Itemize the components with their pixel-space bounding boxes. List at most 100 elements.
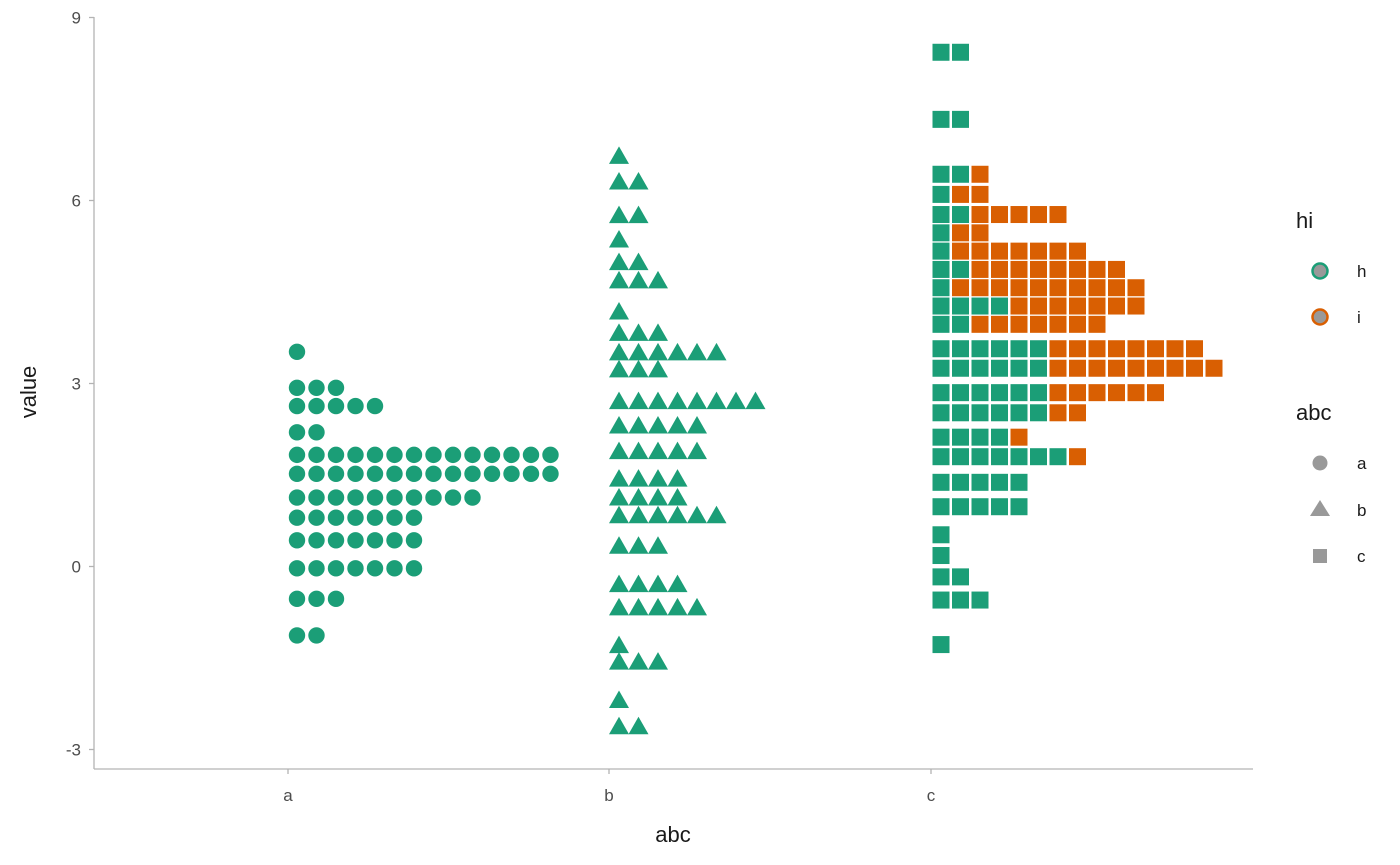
- dot-i: [1069, 340, 1086, 358]
- dot-h: [952, 359, 969, 377]
- dot-h: [971, 473, 989, 491]
- dot-h: [991, 428, 1008, 446]
- dot-i: [1108, 340, 1125, 358]
- dot-h: [628, 597, 649, 616]
- dot-h: [628, 323, 649, 341]
- dot-h: [405, 489, 423, 506]
- x-tick-label: b: [604, 786, 613, 805]
- dot-h: [425, 489, 442, 506]
- dot-i: [1205, 359, 1223, 377]
- dot-h: [991, 359, 1008, 377]
- dot-h: [327, 590, 345, 608]
- dot-h: [366, 397, 384, 415]
- dot-h: [932, 568, 950, 586]
- dot-h: [288, 509, 306, 526]
- dot-h: [366, 509, 384, 526]
- dot-h: [503, 446, 520, 464]
- dot-i: [1166, 359, 1184, 377]
- dot-i: [991, 206, 1008, 224]
- dot-h: [288, 532, 306, 549]
- dot-h: [687, 416, 707, 434]
- dot-i: [1030, 260, 1047, 278]
- dot-h: [609, 230, 629, 248]
- dot-h: [687, 342, 707, 361]
- dot-h: [932, 547, 950, 565]
- plot-panel: -3 0 3 6 9 a b c: [66, 9, 1253, 805]
- dot-i: [1030, 279, 1047, 297]
- dot-h: [464, 465, 481, 482]
- dot-i: [971, 315, 989, 333]
- dot-h: [609, 359, 629, 378]
- y-tick-label: 6: [72, 192, 81, 211]
- dot-i: [1127, 297, 1145, 315]
- dot-i: [1069, 279, 1086, 297]
- dot-h: [288, 465, 306, 482]
- dot-i: [1147, 359, 1164, 377]
- dot-i: [1088, 384, 1106, 402]
- dot-h: [648, 416, 668, 434]
- dot-i: [1108, 279, 1125, 297]
- dot-h: [648, 359, 668, 378]
- dot-h: [366, 465, 384, 482]
- dot-h: [667, 469, 688, 487]
- dot-h: [1030, 340, 1047, 358]
- dot-h: [609, 323, 629, 341]
- dot-h: [971, 384, 989, 402]
- dot-h: [308, 532, 325, 549]
- dot-i: [1049, 384, 1067, 402]
- dot-h: [327, 397, 345, 415]
- dot-h: [1010, 404, 1028, 422]
- dot-h: [971, 340, 989, 358]
- dot-i: [1069, 260, 1086, 278]
- dot-h: [667, 391, 688, 410]
- dot-i: [1147, 340, 1164, 358]
- dot-i: [1108, 297, 1125, 315]
- dot-h: [971, 297, 989, 315]
- dot-h: [628, 536, 649, 554]
- dot-h: [952, 473, 969, 491]
- dot-h: [464, 489, 481, 506]
- dot-i: [971, 165, 989, 183]
- dot-h: [1030, 359, 1047, 377]
- dot-h: [952, 384, 969, 402]
- dot-h: [483, 446, 501, 464]
- dot-h: [609, 536, 629, 554]
- dot-i: [1186, 340, 1203, 358]
- dot-h: [952, 591, 969, 609]
- dot-h: [628, 391, 649, 410]
- dot-h: [308, 397, 325, 415]
- dot-h: [952, 448, 969, 466]
- dot-h: [971, 428, 989, 446]
- dot-h: [628, 359, 649, 378]
- dot-h: [628, 342, 649, 361]
- dot-h: [288, 424, 306, 441]
- dot-h: [405, 509, 423, 526]
- dot-h: [648, 574, 668, 593]
- dot-h: [932, 448, 950, 466]
- dot-h: [932, 110, 950, 128]
- dot-i: [971, 224, 989, 242]
- y-axis-title: value: [16, 366, 41, 419]
- dot-h: [609, 716, 629, 735]
- dot-i: [1127, 359, 1145, 377]
- dot-h: [308, 465, 325, 482]
- dot-h: [483, 465, 501, 482]
- dot-h: [991, 473, 1008, 491]
- legend-hi: hi h i: [1296, 208, 1366, 327]
- legend-abc-c-key: [1313, 549, 1327, 563]
- dot-i: [952, 224, 969, 242]
- dot-h: [991, 384, 1008, 402]
- dot-h: [628, 416, 649, 434]
- dot-i: [991, 260, 1008, 278]
- dot-i: [991, 315, 1008, 333]
- legend-abc-c-label: c: [1357, 547, 1366, 566]
- dot-i: [1108, 384, 1125, 402]
- dot-h: [706, 391, 727, 410]
- dot-h: [706, 342, 727, 361]
- dot-h: [628, 441, 649, 460]
- dot-h: [327, 465, 345, 482]
- dot-h: [308, 590, 325, 608]
- dot-i: [1010, 242, 1028, 260]
- dot-i: [1069, 384, 1086, 402]
- dot-h: [667, 416, 688, 434]
